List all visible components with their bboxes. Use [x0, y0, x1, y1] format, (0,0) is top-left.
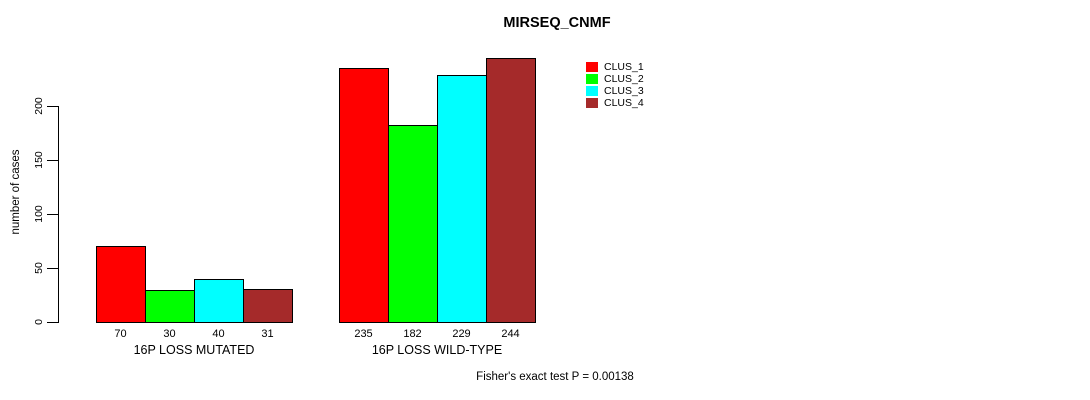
fisher-test-note: Fisher's exact test P = 0.00138 [476, 371, 634, 383]
legend-row-clus_3: CLUS_3 [586, 85, 644, 97]
y-axis-tick [47, 160, 58, 161]
y-axis-tick [47, 268, 58, 269]
legend-label: CLUS_2 [604, 73, 644, 85]
y-axis-tick-label: 150 [33, 151, 45, 169]
y-axis-line [58, 106, 59, 323]
y-axis-tick-label: 200 [33, 97, 45, 115]
legend-row-clus_1: CLUS_1 [586, 61, 644, 73]
bar-value-label: 182 [403, 328, 422, 340]
y-axis-tick [47, 214, 58, 215]
bar-clus_1-mutated [96, 246, 146, 323]
chart-title: MIRSEQ_CNMF [503, 15, 611, 31]
legend: CLUS_1 CLUS_2 CLUS_3 CLUS_4 [586, 61, 644, 109]
bar-clus_2-wild-type [388, 125, 438, 323]
legend-swatch-icon [586, 74, 598, 84]
bar-clus_1-wild-type [339, 68, 389, 323]
y-axis-tick [47, 106, 58, 107]
bar-value-label: 40 [212, 328, 225, 340]
y-axis-tick-label: 100 [33, 205, 45, 223]
x-axis-group-label: 16P LOSS WILD-TYPE [371, 343, 503, 357]
bar-clus_3-mutated [194, 279, 244, 323]
y-axis-label: number of cases [10, 149, 22, 235]
legend-label: CLUS_1 [604, 61, 644, 73]
y-axis-tick [47, 322, 58, 323]
y-axis-tick-label: 0 [33, 319, 45, 325]
legend-row-clus_4: CLUS_4 [586, 97, 644, 109]
bar-value-label: 30 [163, 328, 176, 340]
legend-swatch-icon [586, 86, 598, 96]
bar-value-label: 31 [261, 328, 274, 340]
x-axis-group-label: 16P LOSS MUTATED [133, 343, 255, 357]
legend-swatch-icon [586, 98, 598, 108]
bar-value-label: 70 [114, 328, 127, 340]
legend-row-clus_2: CLUS_2 [586, 73, 644, 85]
legend-label: CLUS_4 [604, 97, 644, 109]
bar-value-label: 244 [501, 328, 520, 340]
bar-clus_2-mutated [145, 290, 195, 323]
bar-clus_4-mutated [243, 289, 293, 323]
legend-swatch-icon [586, 62, 598, 72]
y-axis-tick-label: 50 [33, 262, 45, 274]
bar-clus_3-wild-type [437, 75, 487, 323]
bar-clus_4-wild-type [486, 58, 536, 323]
bar-value-label: 229 [452, 328, 471, 340]
legend-label: CLUS_3 [604, 85, 644, 97]
bar-value-label: 235 [354, 328, 373, 340]
